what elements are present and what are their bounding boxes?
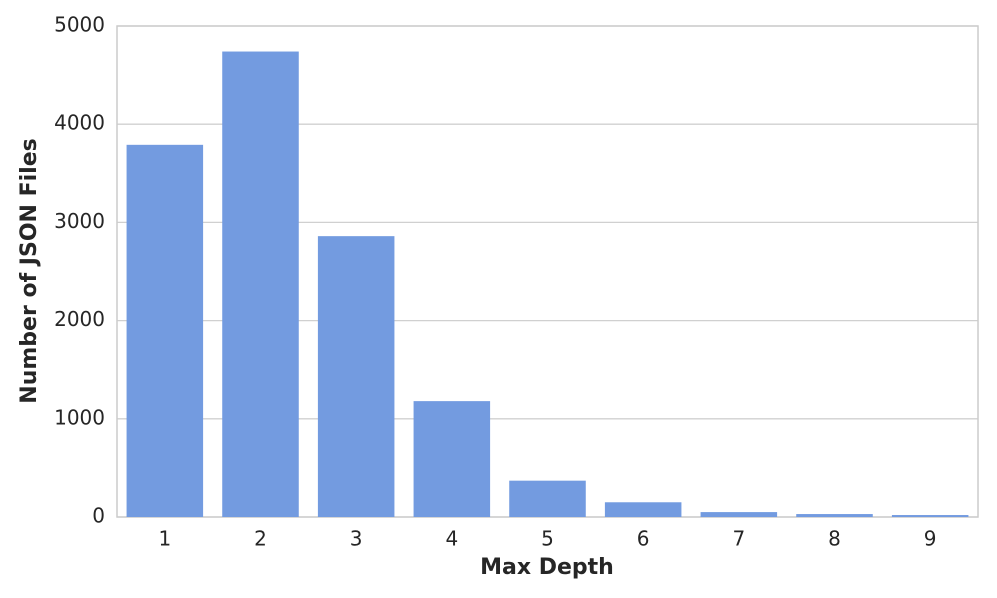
y-tick-label: 0 [92, 504, 105, 528]
x-tick-label: 9 [924, 527, 937, 551]
x-tick-label: 2 [254, 527, 267, 551]
x-tick-label: 5 [541, 527, 554, 551]
x-tick-label: 4 [445, 527, 458, 551]
x-tick-label: 8 [828, 527, 841, 551]
bar [700, 512, 778, 517]
x-tick-label: 7 [732, 527, 745, 551]
y-tick-label: 4000 [54, 111, 105, 135]
bar [796, 514, 873, 517]
bar [891, 515, 969, 517]
y-tick-label: 3000 [54, 209, 105, 233]
bar [317, 236, 395, 517]
bar [604, 502, 682, 517]
bar [509, 480, 586, 517]
y-tick-label: 5000 [54, 13, 105, 37]
bar [222, 51, 299, 517]
y-tick-label: 2000 [54, 307, 105, 331]
bar [413, 401, 491, 517]
y-axis-title: Number of JSON Files [17, 138, 42, 403]
x-tick-label: 3 [350, 527, 363, 551]
x-axis-title: Max Depth [480, 555, 614, 580]
bar [126, 144, 204, 517]
y-tick-label: 1000 [54, 405, 105, 429]
x-tick-label: 1 [158, 527, 171, 551]
x-tick-label: 6 [637, 527, 650, 551]
